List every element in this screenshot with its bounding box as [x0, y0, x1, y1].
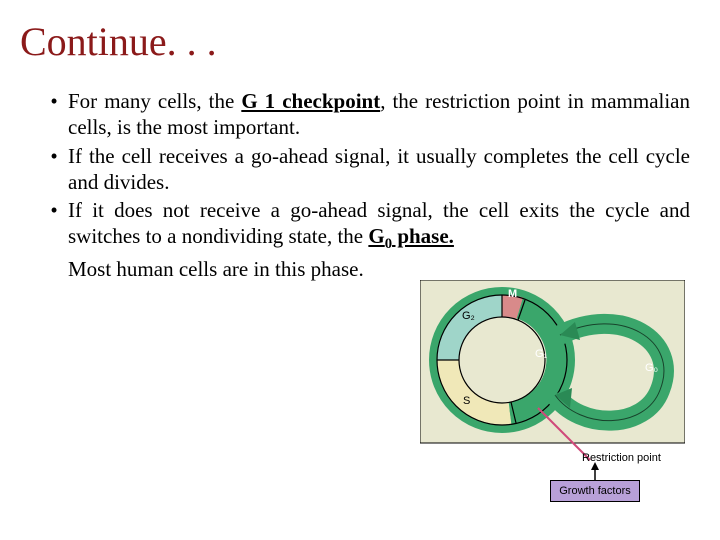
bullet-text: If it does not receive a go-ahead signal…: [68, 197, 690, 254]
label-g1: G₁: [535, 348, 547, 360]
label-m: M: [508, 288, 517, 300]
label-s: S: [463, 395, 470, 407]
bullet-text: For many cells, the G 1 checkpoint, the …: [68, 88, 690, 141]
cell-cycle-diagram: G₂ M G₁ S G₀ Restriction point Growth fa…: [420, 280, 685, 510]
label-g0: G₀: [645, 362, 658, 374]
bullet-list: • For many cells, the G 1 checkpoint, th…: [40, 88, 690, 282]
bullet-text: If the cell receives a go-ahead signal, …: [68, 143, 690, 196]
bullet-item: • For many cells, the G 1 checkpoint, th…: [40, 88, 690, 141]
bullet-marker: •: [40, 143, 68, 196]
bullet-item: • If the cell receives a go-ahead signal…: [40, 143, 690, 196]
label-restriction: Restriction point: [582, 452, 661, 464]
slide-title: Continue. . .: [20, 18, 217, 65]
growth-factors-box: Growth factors: [550, 480, 640, 502]
bullet-marker: •: [40, 88, 68, 141]
bullet-marker: •: [40, 197, 68, 254]
continuation-text: Most human cells are in this phase.: [68, 256, 690, 282]
label-g2: G₂: [462, 310, 475, 322]
bullet-item: • If it does not receive a go-ahead sign…: [40, 197, 690, 254]
